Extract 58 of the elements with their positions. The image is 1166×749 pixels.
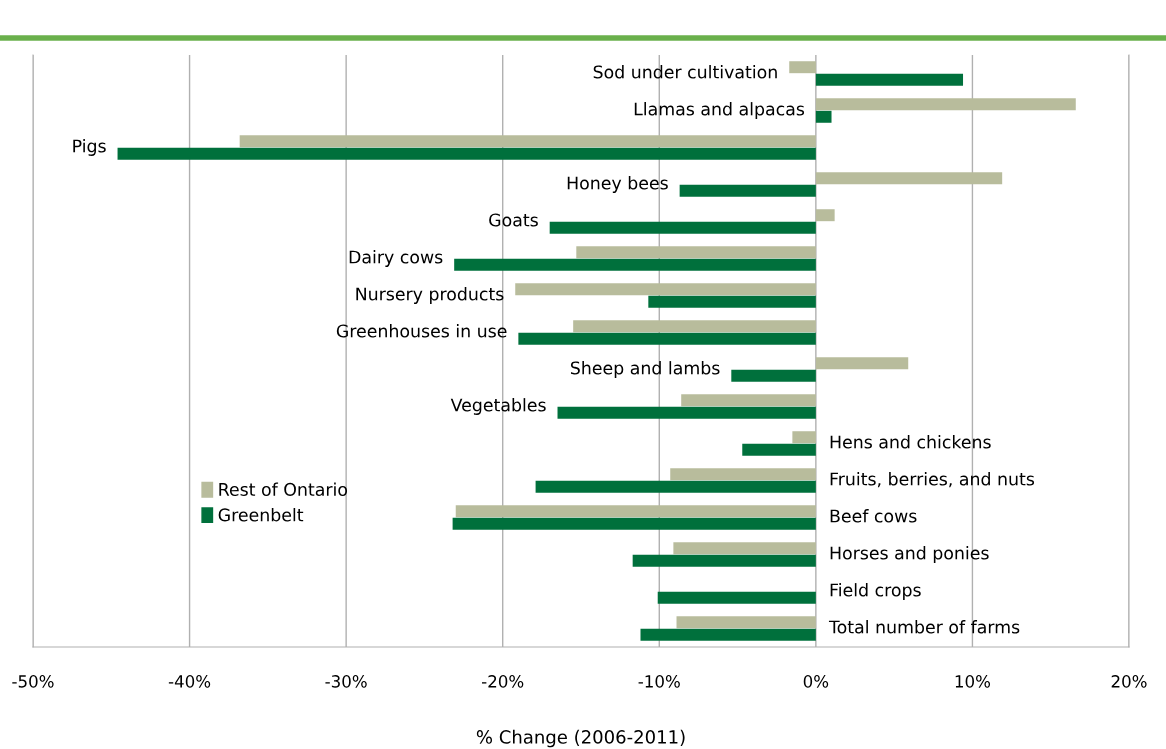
bar [454,258,816,271]
x-tick-label: -30% [325,675,367,688]
x-tick-label: -20% [482,675,524,688]
x-tick-label: -40% [168,675,211,688]
y-tick-label: Goats [489,213,538,227]
y-tick-label: Beef cows [830,509,917,523]
bar [648,295,816,308]
y-tick-label: Sod under cultivation [593,65,777,79]
x-tick-label: 10% [955,675,991,688]
bar [681,394,816,407]
y-tick-label: Llamas and alpacas [634,102,805,119]
bar [815,357,909,370]
bar [657,591,816,604]
bar [518,332,816,345]
bar [515,283,816,296]
bar [742,443,816,456]
x-tick-label: 20% [1111,675,1147,688]
x-axis-title: % Change (2006-2011) [476,729,685,748]
bar [815,110,832,123]
bar [640,628,816,641]
bar [670,468,816,481]
y-tick-label: Nursery products [356,287,504,304]
bar [731,369,816,382]
y-tick-label: Vegetables [450,398,546,415]
bar [557,406,816,419]
bar [815,172,1003,185]
x-tick-label: -50% [12,675,54,688]
bar [792,431,816,444]
y-tick-label: Total number of farms [828,620,1020,634]
y-tick-label: Pigs [73,139,106,156]
bar [117,147,816,160]
y-tick-label: Field crops [830,583,921,600]
x-tick-label: -10% [638,675,680,688]
bar [455,505,816,518]
legend-label: Rest of Ontario [219,482,348,496]
y-tick-label: Honey bees [567,176,668,193]
y-tick-label: Sheep and lambs [570,361,720,378]
bar [535,480,816,493]
bar [815,98,1076,111]
bar [573,320,816,333]
y-tick-label: Fruits, berries, and nuts [830,472,1035,488]
bar [452,517,816,530]
x-tick-label: 0% [803,675,829,688]
bar [549,221,816,234]
bar [673,542,816,555]
bar [815,73,964,86]
bar [815,209,835,222]
bar [632,554,816,567]
bar [679,184,816,197]
bar [676,616,816,629]
bar [239,135,816,148]
bar [789,61,816,74]
y-tick-label: Hens and chickens [830,435,991,449]
legend-label: Greenbelt [218,508,304,522]
y-tick-label: Greenhouses in use [336,324,507,338]
bar [576,246,816,259]
y-tick-label: Dairy cows [349,250,443,267]
y-tick-label: Horses and ponies [830,546,989,563]
